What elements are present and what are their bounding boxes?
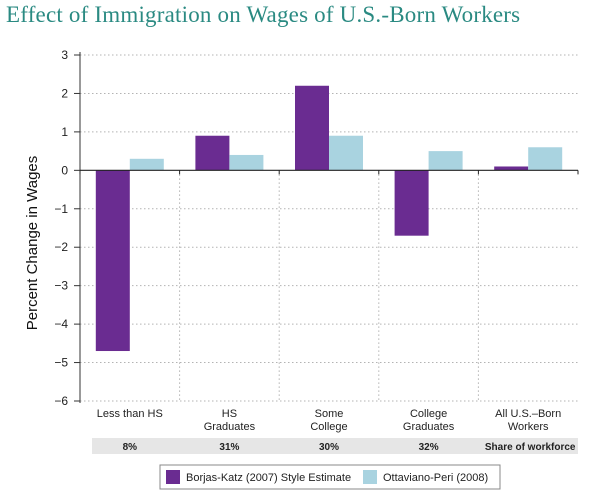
share-value: 32%: [419, 442, 439, 453]
y-tick-label: −5: [54, 356, 68, 370]
x-category-label: Graduates: [403, 421, 455, 433]
y-tick-label: 0: [61, 163, 68, 177]
legend-box: [159, 464, 501, 490]
chart-title: Effect of Immigration on Wages of U.S.-B…: [6, 2, 521, 27]
legend-label-borjas-katz: Borjas-Katz (2007) Style Estimate: [186, 472, 351, 484]
x-category-label: Workers: [508, 421, 549, 433]
x-category-label: Less than HS: [97, 408, 163, 420]
bar-borjas-katz: [394, 170, 429, 236]
axes: [74, 52, 579, 403]
share-label: Share of workforce: [485, 442, 576, 453]
legend: Borjas-Katz (2007) Style Estimate Ottavia…: [159, 464, 501, 490]
x-category-label: Graduates: [204, 421, 256, 433]
x-category-label: All U.S.–Born: [495, 408, 561, 420]
legend-swatch-borjas-katz: [166, 470, 180, 484]
bar-borjas-katz: [195, 135, 230, 171]
share-value: 8%: [123, 442, 138, 453]
bar-ottaviano-peri: [329, 135, 363, 171]
y-tick-label: −4: [54, 317, 68, 331]
bar-ottaviano-peri: [428, 151, 463, 171]
y-tick-label: −3: [54, 279, 68, 293]
bar-borjas-katz: [295, 85, 329, 171]
x-category-label: Some: [315, 408, 344, 420]
bar-ottaviano-peri: [229, 154, 264, 171]
share-value: 30%: [319, 442, 339, 453]
legend-swatch-ottaviano-peri: [363, 470, 377, 484]
y-axis-title: Percent Change in Wages: [24, 156, 41, 331]
x-category-label: HS: [222, 408, 237, 420]
share-value: 31%: [219, 442, 239, 453]
share-band-background: [92, 438, 578, 454]
y-tick-label: −1: [54, 202, 68, 216]
share-of-workforce-band: 8% 31% 30% 32% Share of workforce: [92, 438, 578, 454]
bar-ottaviano-peri: [528, 147, 563, 171]
y-tick-label: −6: [54, 394, 68, 408]
axis-labels: 3 2 1 0 −1 −2 −3 −4 −5 −6 Percent Change in Wages L…: [24, 48, 561, 433]
bar-ottaviano-peri: [129, 158, 164, 171]
bar-borjas-katz: [95, 170, 130, 352]
bar-borjas-katz: [494, 166, 529, 171]
x-category-label: College: [410, 408, 447, 420]
legend-label-ottaviano-peri: Ottaviano-Peri (2008): [383, 472, 488, 484]
y-tick-label: −2: [54, 240, 68, 254]
y-tick-label: 2: [61, 86, 68, 100]
y-tick-label: 3: [61, 48, 68, 62]
y-tick-label: 1: [61, 125, 68, 139]
bars: [95, 85, 563, 352]
x-category-label: College: [310, 421, 347, 433]
